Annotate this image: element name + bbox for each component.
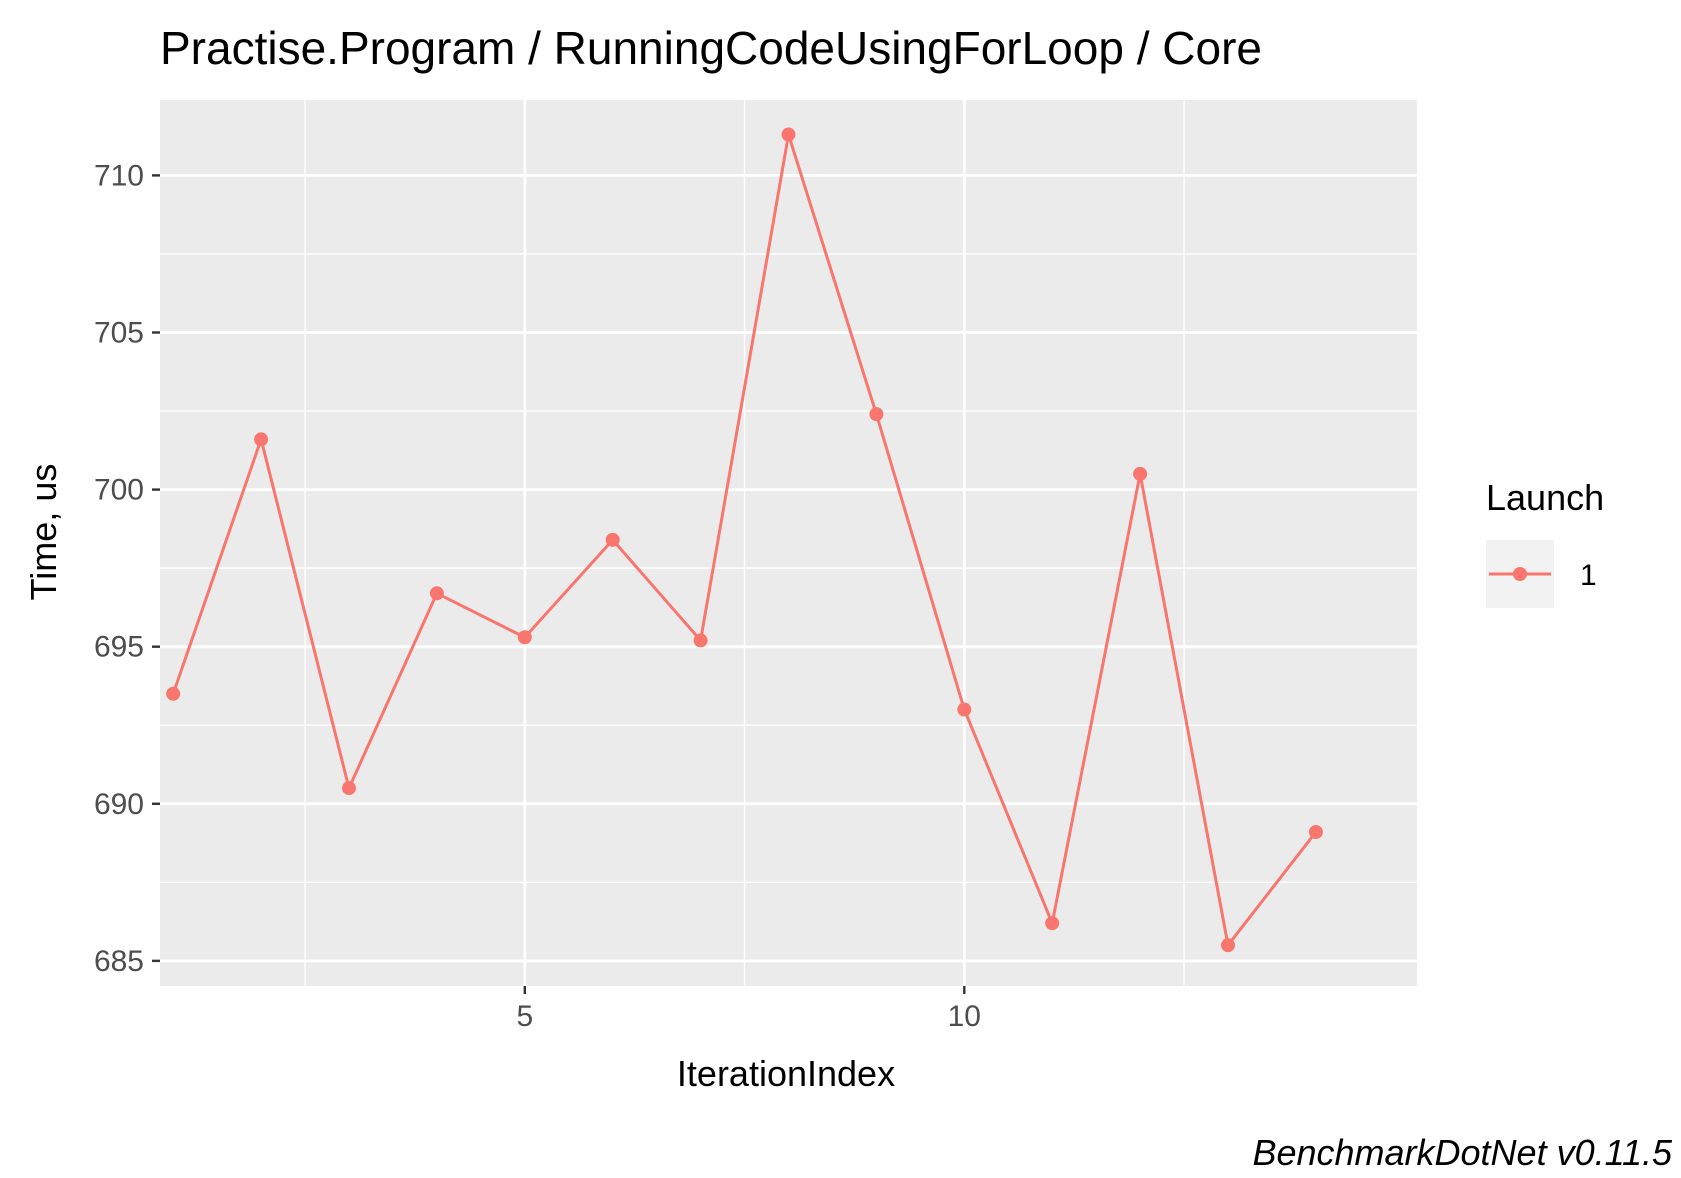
data-point bbox=[1221, 938, 1236, 953]
x-tick-label: 5 bbox=[516, 1000, 533, 1033]
data-point bbox=[1045, 916, 1060, 931]
x-tick-label: 10 bbox=[948, 1000, 981, 1033]
y-tick-label: 710 bbox=[94, 159, 144, 192]
data-point bbox=[781, 127, 796, 142]
data-point bbox=[429, 586, 444, 601]
x-axis-title: IterationIndex bbox=[677, 1053, 895, 1094]
legend: Launch 1 bbox=[1486, 477, 1604, 608]
data-point bbox=[517, 630, 532, 645]
data-point bbox=[166, 686, 181, 701]
data-point bbox=[1308, 825, 1323, 840]
data-point bbox=[254, 432, 269, 447]
chart-title: Practise.Program / RunningCodeUsingForLo… bbox=[160, 22, 1262, 74]
y-tick-label: 690 bbox=[94, 788, 144, 821]
y-tick-label: 685 bbox=[94, 945, 144, 978]
legend-label: 1 bbox=[1580, 559, 1597, 592]
panel-background bbox=[160, 100, 1417, 986]
data-point bbox=[341, 781, 356, 796]
data-point bbox=[605, 532, 620, 547]
y-axis: 685 690 695 700 705 710 bbox=[94, 159, 160, 978]
data-point bbox=[693, 633, 708, 648]
data-point bbox=[1133, 466, 1148, 481]
data-point bbox=[869, 407, 884, 422]
y-tick-label: 695 bbox=[94, 631, 144, 664]
legend-key-point bbox=[1513, 567, 1527, 581]
y-axis-title: Time, us bbox=[23, 464, 64, 601]
data-point bbox=[957, 702, 972, 717]
y-tick-label: 700 bbox=[94, 474, 144, 507]
caption: BenchmarkDotNet v0.11.5 bbox=[1252, 1132, 1673, 1173]
series-line bbox=[171, 133, 1318, 947]
plot-panel bbox=[160, 100, 1417, 986]
y-tick-label: 705 bbox=[94, 316, 144, 349]
x-axis: 5 10 bbox=[516, 986, 981, 1033]
series-layer bbox=[166, 127, 1323, 953]
legend-title: Launch bbox=[1486, 477, 1604, 518]
